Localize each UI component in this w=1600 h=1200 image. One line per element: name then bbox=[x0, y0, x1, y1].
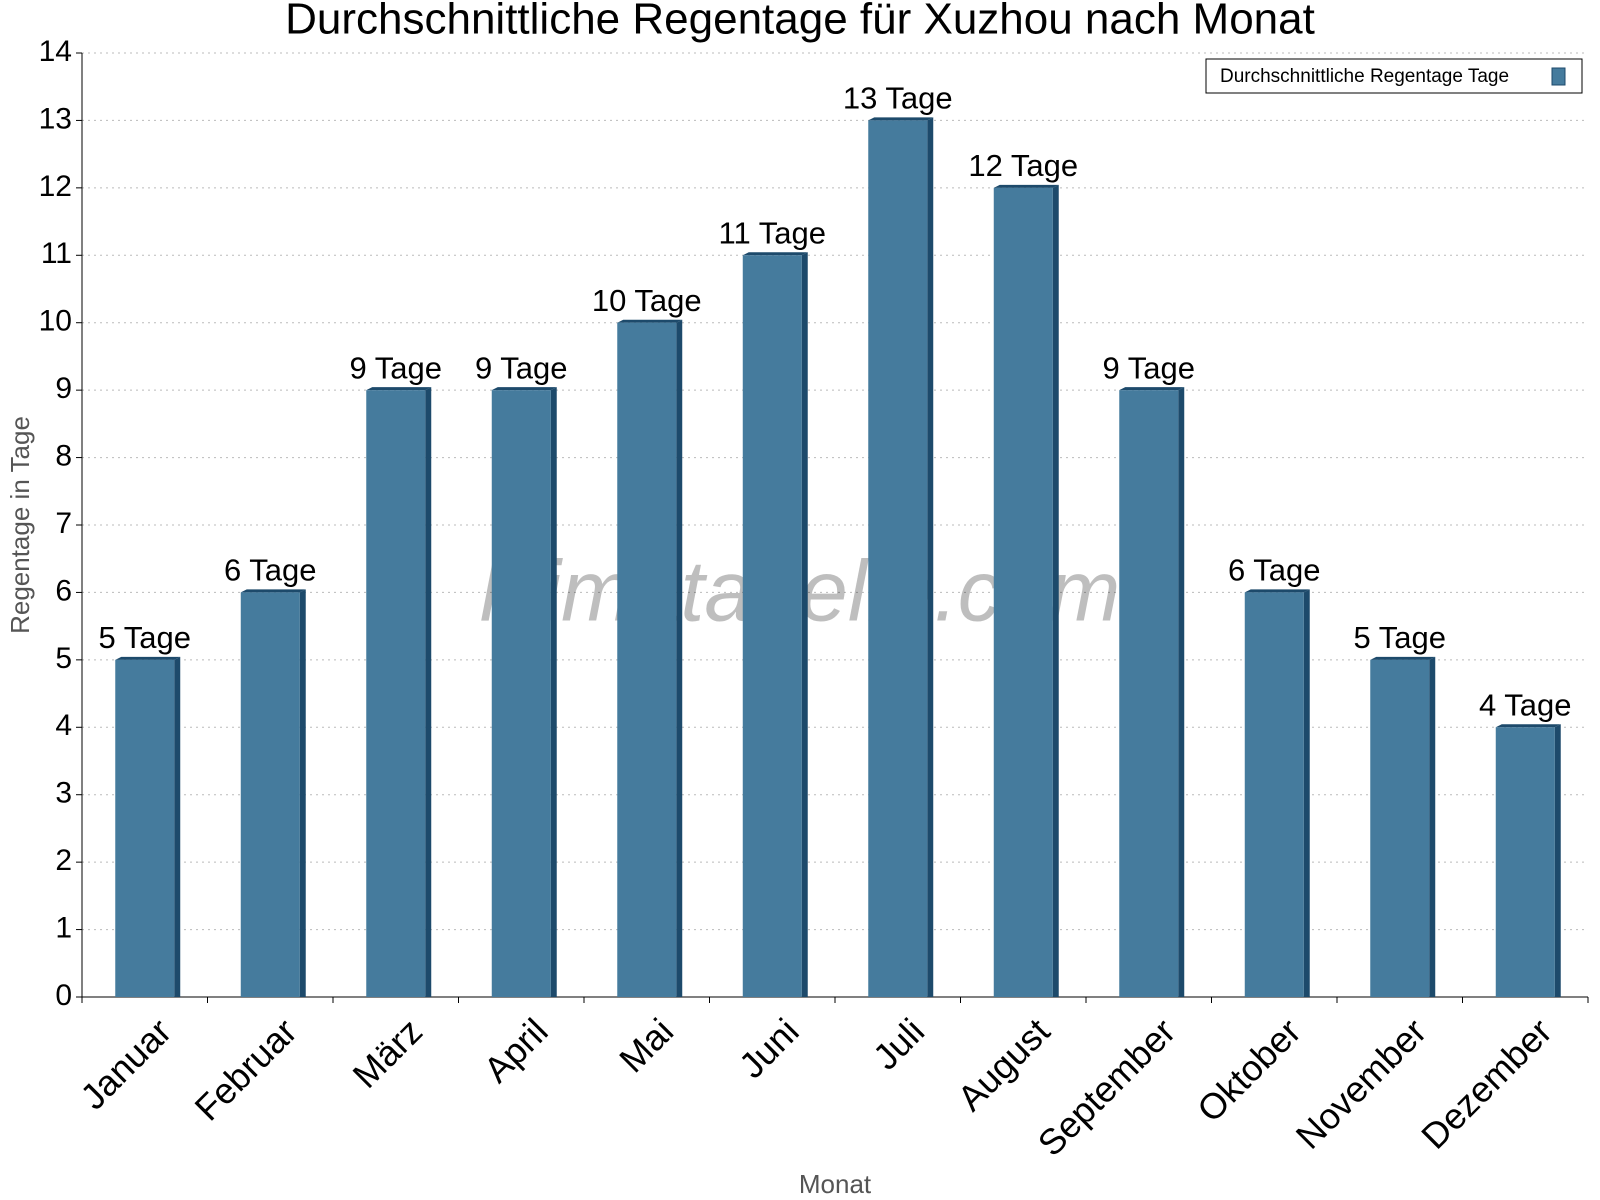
bar-side bbox=[676, 319, 683, 997]
bar-top bbox=[366, 387, 432, 391]
x-tick-label: Juli bbox=[865, 1010, 932, 1077]
y-axis-label: Regentage in Tage bbox=[5, 416, 35, 634]
bar bbox=[1119, 390, 1179, 998]
bar-top bbox=[617, 319, 683, 323]
bar bbox=[1244, 592, 1304, 997]
bar bbox=[993, 187, 1053, 997]
y-tick-label: 2 bbox=[55, 844, 72, 877]
value-label: 10 Tage bbox=[592, 283, 702, 318]
bar bbox=[868, 120, 928, 997]
x-axis-label: Monat bbox=[799, 1169, 872, 1199]
y-tick-label: 13 bbox=[39, 102, 72, 135]
x-tick-label: November bbox=[1288, 1010, 1434, 1156]
x-tick-label: März bbox=[345, 1010, 431, 1096]
bar bbox=[491, 390, 551, 998]
bar bbox=[115, 659, 175, 997]
bar-side bbox=[927, 117, 934, 997]
value-label: 9 Tage bbox=[349, 350, 442, 385]
x-tick-label: Dezember bbox=[1413, 1010, 1559, 1156]
bar-top bbox=[1370, 656, 1436, 660]
bar-side bbox=[1178, 387, 1185, 998]
legend-label: Durchschnittliche Regentage Tage bbox=[1220, 66, 1509, 87]
y-tick-label: 4 bbox=[55, 709, 72, 742]
bar-top bbox=[240, 589, 306, 593]
y-tick-label: 9 bbox=[55, 372, 72, 405]
x-tick-label: Oktober bbox=[1189, 1010, 1309, 1130]
y-tick-label: 6 bbox=[55, 574, 72, 607]
bar-side bbox=[1554, 724, 1561, 997]
bar-top bbox=[491, 387, 557, 391]
x-tick-label: April bbox=[476, 1010, 556, 1090]
y-tick-label: 1 bbox=[55, 911, 72, 944]
legend-box bbox=[1205, 58, 1583, 94]
bar-top bbox=[868, 117, 934, 121]
y-tick-label: 12 bbox=[39, 170, 72, 203]
x-tick-label: Juni bbox=[731, 1010, 807, 1086]
x-tick-label: September bbox=[1030, 1010, 1184, 1164]
bar-top bbox=[1244, 589, 1310, 593]
bar bbox=[1370, 659, 1430, 997]
bar bbox=[366, 390, 426, 998]
chart-title: Durchschnittliche Regentage für Xuzhou n… bbox=[285, 0, 1315, 44]
bar-side bbox=[425, 387, 432, 998]
x-tick-label: August bbox=[949, 1010, 1057, 1118]
bar bbox=[742, 255, 802, 998]
y-tick-label: 10 bbox=[39, 305, 72, 338]
bar-side bbox=[174, 656, 181, 997]
value-label: 9 Tage bbox=[475, 350, 568, 385]
x-tick-label: Januar bbox=[72, 1010, 179, 1117]
bar bbox=[1495, 727, 1555, 997]
value-label: 13 Tage bbox=[843, 81, 953, 116]
bar bbox=[617, 322, 677, 997]
bar bbox=[240, 592, 300, 997]
value-label: 12 Tage bbox=[968, 148, 1078, 183]
bar-side bbox=[1052, 184, 1059, 997]
y-tick-label: 11 bbox=[41, 237, 72, 270]
value-label: 4 Tage bbox=[1479, 687, 1572, 722]
value-label: 6 Tage bbox=[224, 553, 317, 588]
value-label: 5 Tage bbox=[98, 620, 191, 655]
x-tick-label: Februar bbox=[187, 1010, 305, 1128]
bar-side bbox=[1429, 656, 1436, 997]
bar-top bbox=[742, 252, 808, 256]
bar-top bbox=[1495, 724, 1561, 728]
value-label: 9 Tage bbox=[1102, 350, 1195, 385]
value-label: 6 Tage bbox=[1228, 553, 1321, 588]
bar-top bbox=[993, 184, 1059, 188]
x-tick-label: Mai bbox=[611, 1010, 681, 1080]
bar-side bbox=[801, 252, 808, 998]
y-tick-label: 5 bbox=[55, 642, 72, 675]
value-label: 5 Tage bbox=[1353, 620, 1446, 655]
bar-top bbox=[115, 656, 181, 660]
y-tick-label: 14 bbox=[39, 35, 72, 68]
bar-side bbox=[299, 589, 306, 997]
value-label: 11 Tage bbox=[719, 215, 826, 250]
bar-side bbox=[1303, 589, 1310, 997]
y-tick-label: 7 bbox=[55, 507, 72, 540]
y-tick-label: 3 bbox=[55, 777, 72, 810]
bar-side bbox=[550, 387, 557, 998]
legend-swatch bbox=[1551, 67, 1566, 86]
bar-top bbox=[1119, 387, 1185, 391]
y-tick-label: 0 bbox=[55, 979, 72, 1012]
y-tick-label: 8 bbox=[55, 439, 72, 472]
